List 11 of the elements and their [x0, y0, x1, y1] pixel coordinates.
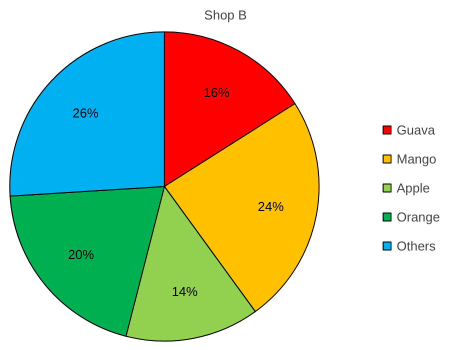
data-label: 16% — [204, 85, 230, 100]
legend-label: Others — [396, 238, 436, 253]
chart-title: Shop B — [204, 8, 247, 22]
legend-label: Mango — [396, 151, 436, 166]
data-label: 14% — [172, 284, 198, 300]
data-label: 26% — [72, 106, 99, 121]
legend-label: Guava — [396, 122, 435, 137]
legend-label: Orange — [396, 209, 440, 224]
data-label: 20% — [68, 247, 94, 262]
data-label: 24% — [258, 199, 284, 214]
legend-label: Apple — [396, 180, 430, 195]
